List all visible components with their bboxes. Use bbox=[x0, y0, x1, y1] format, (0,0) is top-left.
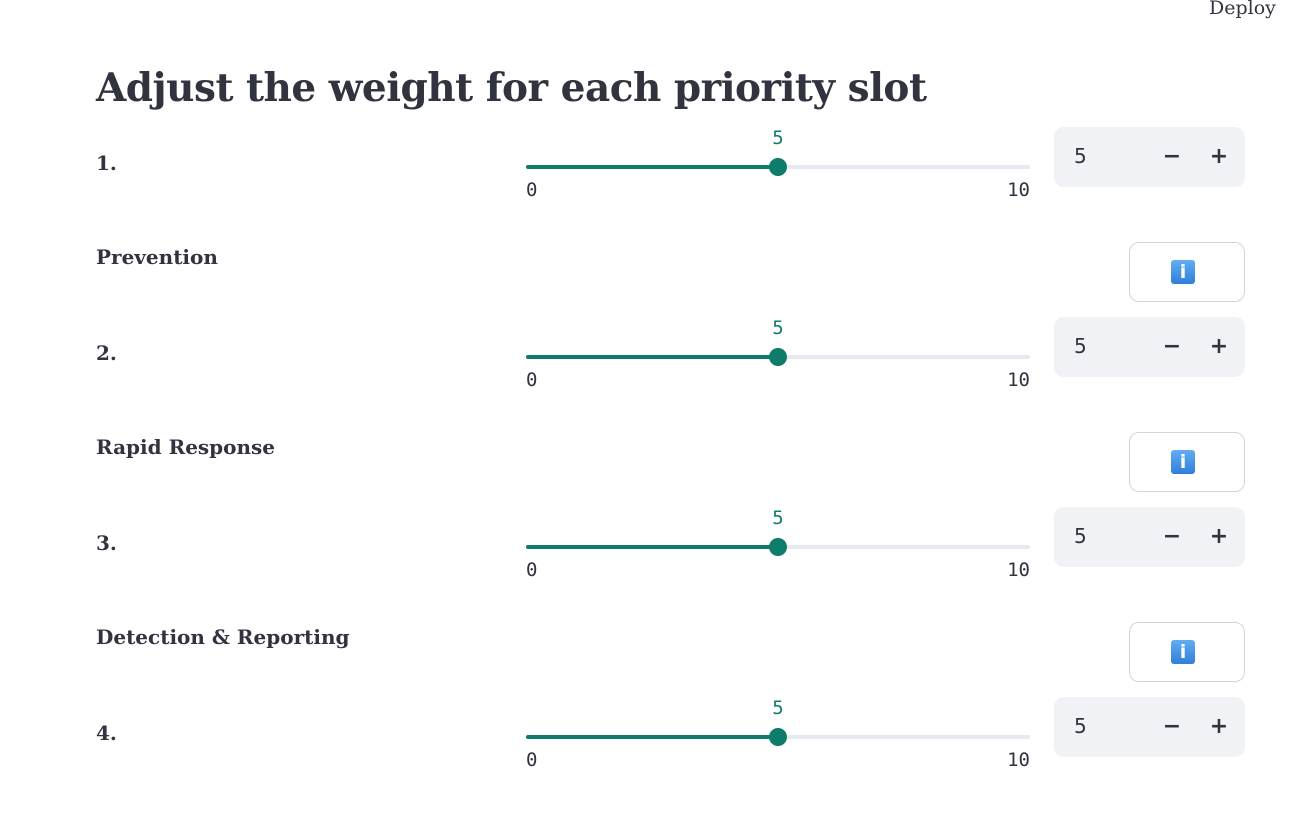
slider-value: 5 bbox=[772, 317, 784, 339]
decrement-button[interactable]: − bbox=[1162, 524, 1182, 549]
category-prevention: Prevention i bbox=[0, 242, 1293, 302]
slider-thumb[interactable] bbox=[769, 348, 787, 366]
category-label: Detection & Reporting bbox=[96, 625, 350, 649]
weight-slider[interactable]: 5 0 10 bbox=[526, 697, 1030, 787]
number-input-value[interactable]: 5 bbox=[1074, 714, 1087, 738]
info-icon: i bbox=[1171, 260, 1195, 284]
priority-slot-1: 1. 5 0 10 5 − + bbox=[0, 127, 1293, 257]
increment-button[interactable]: + bbox=[1209, 334, 1229, 359]
slider-fill bbox=[526, 735, 778, 739]
slider-fill bbox=[526, 545, 778, 549]
weight-slider[interactable]: 5 0 10 bbox=[526, 317, 1030, 407]
info-icon: i bbox=[1171, 450, 1195, 474]
slot-label: 3. bbox=[96, 531, 117, 555]
slider-thumb[interactable] bbox=[769, 158, 787, 176]
slider-fill bbox=[526, 355, 778, 359]
slider-thumb[interactable] bbox=[769, 538, 787, 556]
page-title: Adjust the weight for each priority slot bbox=[96, 65, 927, 111]
slider-min-label: 0 bbox=[526, 179, 538, 201]
increment-button[interactable]: + bbox=[1209, 524, 1229, 549]
number-input-value[interactable]: 5 bbox=[1074, 144, 1087, 168]
slider-max-label: 10 bbox=[1007, 179, 1030, 201]
slider-min-label: 0 bbox=[526, 369, 538, 391]
slider-min-label: 0 bbox=[526, 749, 538, 771]
decrement-button[interactable]: − bbox=[1162, 144, 1182, 169]
slot-label: 2. bbox=[96, 341, 117, 365]
slider-thumb[interactable] bbox=[769, 728, 787, 746]
weight-number-input[interactable]: 5 − + bbox=[1054, 507, 1245, 567]
increment-button[interactable]: + bbox=[1209, 144, 1229, 169]
slider-value: 5 bbox=[772, 507, 784, 529]
slot-label: 1. bbox=[96, 151, 117, 175]
category-label: Prevention bbox=[96, 245, 218, 269]
info-button[interactable]: i bbox=[1129, 622, 1245, 682]
category-detection-reporting: Detection & Reporting i bbox=[0, 622, 1293, 682]
info-button[interactable]: i bbox=[1129, 432, 1245, 492]
number-input-value[interactable]: 5 bbox=[1074, 524, 1087, 548]
priority-slot-4: 4. 5 0 10 5 − + bbox=[0, 697, 1293, 827]
decrement-button[interactable]: − bbox=[1162, 334, 1182, 359]
weight-slider[interactable]: 5 0 10 bbox=[526, 507, 1030, 597]
slider-fill bbox=[526, 165, 778, 169]
category-label: Rapid Response bbox=[96, 435, 276, 459]
priority-slot-2: 2. 5 0 10 5 − + bbox=[0, 317, 1293, 447]
slider-max-label: 10 bbox=[1007, 559, 1030, 581]
decrement-button[interactable]: − bbox=[1162, 714, 1182, 739]
category-rapid-response: Rapid Response i bbox=[0, 432, 1293, 492]
priority-slot-3: 3. 5 0 10 5 − + bbox=[0, 507, 1293, 637]
slider-value: 5 bbox=[772, 697, 784, 719]
weight-slider[interactable]: 5 0 10 bbox=[526, 127, 1030, 217]
info-icon: i bbox=[1171, 640, 1195, 664]
slider-max-label: 10 bbox=[1007, 749, 1030, 771]
deploy-button[interactable]: Deploy bbox=[1209, 0, 1276, 19]
weight-number-input[interactable]: 5 − + bbox=[1054, 127, 1245, 187]
slider-max-label: 10 bbox=[1007, 369, 1030, 391]
slot-label: 4. bbox=[96, 721, 117, 745]
weight-number-input[interactable]: 5 − + bbox=[1054, 697, 1245, 757]
slider-min-label: 0 bbox=[526, 559, 538, 581]
increment-button[interactable]: + bbox=[1209, 714, 1229, 739]
slider-value: 5 bbox=[772, 127, 784, 149]
info-button[interactable]: i bbox=[1129, 242, 1245, 302]
number-input-value[interactable]: 5 bbox=[1074, 334, 1087, 358]
weight-number-input[interactable]: 5 − + bbox=[1054, 317, 1245, 377]
